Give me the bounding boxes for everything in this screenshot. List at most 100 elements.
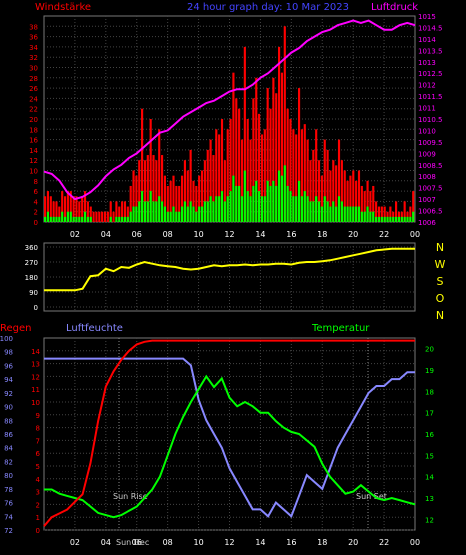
avg-wind-bar — [166, 211, 169, 222]
sun-dec-label: Sun Dec — [116, 538, 149, 547]
rain-y-tick-label: 8 — [36, 425, 40, 433]
avg-wind-bar — [335, 206, 338, 222]
direction-letter: O — [436, 292, 445, 305]
avg-wind-bar — [260, 196, 264, 222]
pressure-y-tick-label: 1011.5 — [418, 93, 443, 101]
gust-bar — [81, 196, 84, 222]
humidity-y-tick-label: 82 — [4, 458, 13, 466]
avg-wind-bar — [226, 196, 229, 222]
avg-wind-bar — [346, 206, 349, 222]
gust-bar — [306, 139, 309, 222]
avg-wind-bar — [329, 206, 332, 222]
gust-bar — [346, 180, 349, 222]
gust-bar — [135, 175, 138, 222]
humidity-y-tick-label: 86 — [4, 431, 13, 439]
x-tick-label: 10 — [193, 538, 203, 547]
gust-bar — [49, 196, 52, 222]
rain-y-tick-label: 0 — [36, 527, 40, 535]
avg-wind-bar — [292, 196, 295, 222]
gust-bar — [249, 139, 252, 222]
avg-wind-bar — [326, 201, 329, 222]
pressure-y-tick-label: 1011 — [418, 105, 436, 113]
gust-bar — [175, 185, 178, 222]
gust-bar — [266, 88, 269, 222]
gust-bar — [355, 180, 358, 222]
avg-wind-bar — [383, 216, 386, 222]
x-tick-label: 12 — [224, 230, 234, 239]
gust-bar — [335, 165, 338, 222]
rain-y-tick-label: 10 — [31, 399, 40, 407]
avg-wind-bar — [303, 191, 306, 222]
gust-bar — [269, 108, 272, 222]
humidity-y-tick-label: 80 — [4, 472, 13, 480]
avg-wind-bar — [360, 211, 363, 222]
avg-wind-bar — [232, 175, 235, 222]
x-tick-label: 18 — [317, 230, 327, 239]
wind-y-tick-label: 28 — [29, 75, 38, 83]
graph-title: 24 hour graph day: 10 Mar 2023 — [187, 2, 349, 13]
avg-wind-bar — [132, 206, 135, 222]
gust-bar — [320, 175, 323, 222]
humidity-y-tick-label: 88 — [4, 417, 13, 425]
wind-y-tick-label: 32 — [29, 54, 38, 62]
avg-wind-bar — [349, 206, 352, 222]
avg-wind-bar — [380, 216, 383, 222]
avg-wind-bar — [377, 216, 381, 222]
avg-wind-bar — [369, 211, 372, 222]
x-tick-label: 22 — [379, 230, 389, 239]
avg-wind-bar — [195, 211, 198, 222]
gust-bar — [200, 170, 204, 222]
wind-y-tick-label: 26 — [29, 85, 38, 93]
gust-bar — [332, 160, 335, 222]
humidity-y-tick-label: 100 — [0, 335, 13, 343]
avg-wind-bar — [306, 196, 309, 222]
x-tick-label: 22 — [379, 538, 389, 547]
avg-wind-bar — [283, 165, 286, 222]
gust-bar — [126, 206, 129, 222]
avg-wind-bar — [400, 216, 403, 222]
gust-bar — [69, 191, 72, 222]
avg-wind-bar — [223, 201, 226, 222]
wind-y-tick-label: 38 — [29, 23, 38, 31]
direction-letter: S — [437, 275, 444, 288]
gust-bar — [44, 196, 47, 222]
pressure-y-tick-label: 1007 — [418, 196, 436, 204]
gust-bar — [166, 185, 169, 222]
gust-bar — [155, 160, 158, 222]
humidity-y-tick-label: 94 — [4, 376, 13, 384]
avg-wind-bar — [375, 216, 378, 222]
gust-bar — [58, 206, 61, 222]
avg-wind-bar — [143, 201, 147, 222]
avg-wind-bar — [249, 196, 252, 222]
gust-bar — [212, 155, 215, 222]
avg-wind-bar — [44, 216, 47, 222]
gust-bar — [380, 206, 383, 222]
x-tick-label: 02 — [70, 538, 80, 547]
gust-bar — [223, 160, 226, 222]
avg-wind-bar — [155, 201, 158, 222]
avg-wind-bar — [343, 206, 346, 222]
avg-wind-bar — [312, 201, 315, 222]
avg-wind-bar — [186, 206, 189, 222]
x-tick-label: 08 — [163, 230, 173, 239]
gust-bar — [246, 119, 249, 222]
pressure-y-tick-label: 1008 — [418, 173, 436, 181]
gust-bar — [337, 139, 341, 222]
rain-y-tick-label: 11 — [31, 386, 40, 394]
gust-bar — [183, 160, 186, 222]
pressure-y-tick-label: 1006 — [418, 219, 436, 227]
gust-bar — [383, 206, 386, 222]
avg-wind-bar — [403, 216, 406, 222]
avg-wind-bar — [352, 206, 355, 222]
temperature-y-tick-label: 19 — [425, 367, 434, 375]
gust-bar — [369, 191, 372, 222]
avg-wind-bar — [178, 211, 181, 222]
avg-wind-bar — [89, 216, 92, 222]
x-tick-label: 08 — [163, 538, 173, 547]
wind-y-tick-label: 18 — [29, 126, 38, 134]
avg-wind-bar — [161, 201, 164, 222]
avg-wind-bar — [266, 180, 269, 222]
gust-bar — [295, 134, 298, 222]
gust-bar — [260, 134, 264, 222]
